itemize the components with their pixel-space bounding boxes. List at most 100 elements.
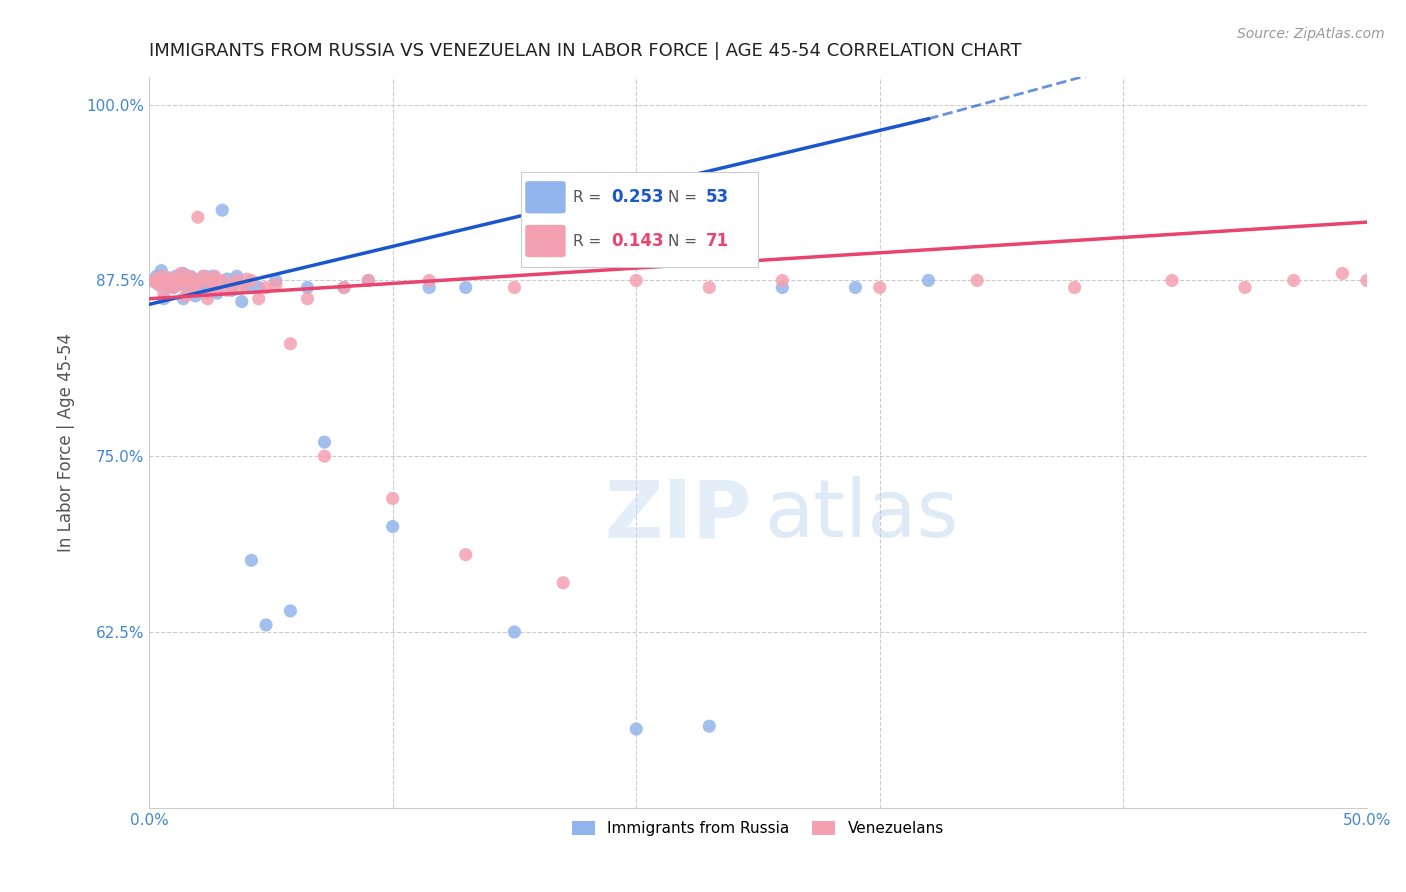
Point [333,280,356,294]
Text: IMMIGRANTS FROM RUSSIA VS VENEZUELAN IN LABOR FORCE | AGE 45-54 CORRELATION CHAR: IMMIGRANTS FROM RUSSIA VS VENEZUELAN IN … [149,42,1022,60]
Point [157,270,180,285]
Point [160,277,183,292]
Point [174,275,197,289]
Point [207,280,229,294]
Point [314,449,336,463]
Point [191,269,214,284]
Point [165,272,187,286]
Point [280,604,302,618]
Point [231,294,253,309]
Point [297,280,319,294]
Point [1399,273,1406,287]
Point [155,273,177,287]
Point [869,280,891,294]
Point [157,273,180,287]
Point [221,277,243,292]
Point [626,722,648,736]
Point [211,203,233,218]
Point [1368,280,1391,294]
Point [770,280,793,294]
Point [553,575,575,590]
Point [917,273,939,287]
Point [1282,273,1305,287]
Point [184,277,207,292]
Point [1161,273,1184,287]
Point [152,292,174,306]
Point [1331,267,1354,281]
Point [162,280,184,294]
Point [174,272,197,286]
Point [180,269,202,284]
Point [235,272,257,286]
Point [197,286,219,301]
Point [626,273,648,287]
Point [264,277,287,292]
Point [454,280,477,294]
Point [170,272,193,286]
Point [1405,280,1406,294]
Point [148,277,170,292]
Point [181,272,204,286]
Point [217,283,239,297]
Point [191,275,214,289]
Point [177,269,200,284]
Point [148,277,170,292]
Point [162,280,184,294]
Point [357,273,380,287]
Text: atlas: atlas [763,476,959,554]
Point [150,263,173,277]
Text: Source: ZipAtlas.com: Source: ZipAtlas.com [1237,27,1385,41]
Point [155,280,177,294]
Point [1063,280,1085,294]
Y-axis label: In Labor Force | Age 45-54: In Labor Force | Age 45-54 [58,333,75,551]
Point [381,519,404,533]
Point [170,267,193,281]
Point [211,273,233,287]
Point [207,286,229,301]
Point [198,273,221,287]
Point [314,435,336,450]
Point [198,277,221,291]
Point [187,280,209,294]
Point [231,280,253,294]
Point [143,275,166,289]
Point [152,286,174,301]
Point [770,273,793,287]
Point [1392,280,1406,294]
Point [254,618,277,632]
Point [172,275,194,289]
Point [145,272,167,286]
Point [357,273,380,287]
Point [247,292,270,306]
Point [844,280,866,294]
Point [381,491,404,506]
Point [503,625,526,640]
Point [172,267,194,281]
Text: ZIP: ZIP [605,476,752,554]
Point [167,277,190,292]
Point [264,273,287,287]
Point [297,292,319,306]
Point [1379,273,1402,287]
Point [240,273,263,287]
Point [181,272,204,286]
Point [1355,273,1378,287]
Point [225,269,247,284]
Point [201,269,224,284]
Point [188,275,211,289]
Point [174,289,197,303]
Point [160,273,183,287]
Point [418,280,440,294]
Point [225,273,247,287]
Point [217,272,239,286]
Point [221,283,243,297]
Point [155,272,177,286]
Point [247,280,270,294]
Point [157,277,180,292]
Point [966,273,988,287]
Point [188,272,211,286]
Point [240,553,263,567]
Point [280,336,302,351]
Point [254,280,277,294]
Point [184,289,207,303]
